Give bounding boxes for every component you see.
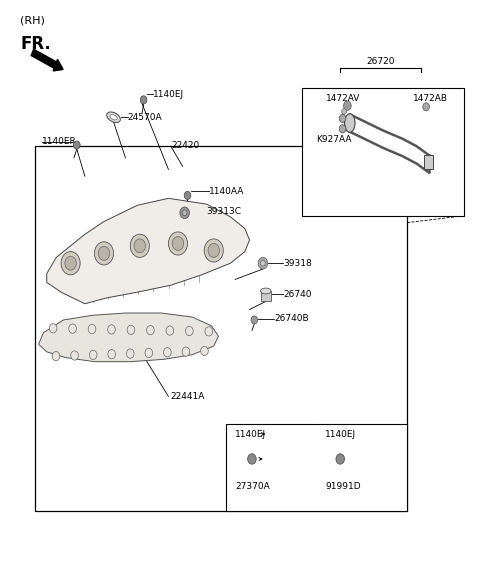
Circle shape (185, 327, 193, 336)
Circle shape (251, 316, 258, 324)
Ellipse shape (107, 112, 120, 122)
Circle shape (108, 350, 116, 359)
Circle shape (208, 243, 219, 257)
Circle shape (126, 349, 134, 358)
Circle shape (423, 103, 430, 111)
Ellipse shape (261, 288, 271, 294)
Circle shape (344, 101, 351, 110)
Text: 26720: 26720 (367, 57, 395, 66)
Text: 22441A: 22441A (171, 392, 205, 401)
Circle shape (146, 325, 154, 335)
Ellipse shape (110, 115, 117, 120)
Circle shape (172, 236, 184, 250)
Circle shape (88, 324, 96, 333)
Circle shape (339, 114, 346, 122)
Circle shape (342, 109, 347, 114)
Text: 1472AB: 1472AB (413, 94, 448, 102)
Text: 1140ER: 1140ER (42, 137, 77, 146)
Circle shape (182, 347, 190, 356)
Circle shape (180, 207, 190, 219)
Circle shape (71, 351, 78, 360)
Text: 91991D: 91991D (325, 482, 360, 491)
Text: 1472AV: 1472AV (326, 94, 360, 102)
Circle shape (49, 324, 57, 333)
Text: 39313C: 39313C (206, 207, 241, 215)
Text: FR.: FR. (21, 35, 51, 53)
Text: 26740: 26740 (283, 290, 312, 299)
Circle shape (168, 232, 188, 255)
Text: 1140EJ: 1140EJ (325, 430, 356, 439)
Circle shape (261, 260, 265, 266)
Circle shape (182, 210, 187, 216)
Circle shape (248, 454, 256, 464)
Text: 27370A: 27370A (235, 482, 270, 491)
Circle shape (184, 191, 191, 200)
Ellipse shape (345, 113, 355, 132)
Circle shape (339, 125, 346, 133)
Circle shape (89, 350, 97, 360)
Circle shape (127, 325, 135, 335)
Circle shape (98, 246, 110, 260)
Circle shape (140, 96, 147, 104)
Circle shape (95, 242, 114, 265)
Polygon shape (47, 198, 250, 304)
Bar (424, 155, 433, 169)
Bar (226, 424, 407, 511)
Bar (261, 291, 271, 301)
Text: (RH): (RH) (21, 16, 45, 26)
Circle shape (258, 257, 268, 269)
Circle shape (204, 239, 223, 262)
Circle shape (65, 256, 76, 270)
Text: 24570A: 24570A (128, 113, 162, 122)
Text: 26740B: 26740B (275, 314, 309, 324)
Text: 22420: 22420 (171, 140, 200, 150)
Text: 39318: 39318 (283, 258, 312, 268)
Circle shape (336, 454, 345, 464)
Bar (35, 146, 407, 511)
Circle shape (145, 348, 153, 357)
Circle shape (61, 251, 80, 275)
Circle shape (108, 325, 115, 334)
Circle shape (69, 324, 76, 333)
Text: 1140AA: 1140AA (209, 187, 244, 196)
Circle shape (205, 327, 213, 336)
Polygon shape (38, 313, 218, 361)
Text: 1140EJ: 1140EJ (235, 430, 266, 439)
Bar (302, 88, 464, 216)
FancyArrow shape (31, 49, 63, 71)
Circle shape (130, 234, 149, 257)
Circle shape (73, 141, 80, 149)
Circle shape (166, 326, 174, 335)
Circle shape (201, 346, 208, 356)
Circle shape (164, 347, 171, 357)
Circle shape (52, 352, 60, 361)
Circle shape (134, 239, 145, 253)
Text: K927AA: K927AA (316, 135, 352, 144)
Text: 1140EJ: 1140EJ (153, 90, 184, 98)
